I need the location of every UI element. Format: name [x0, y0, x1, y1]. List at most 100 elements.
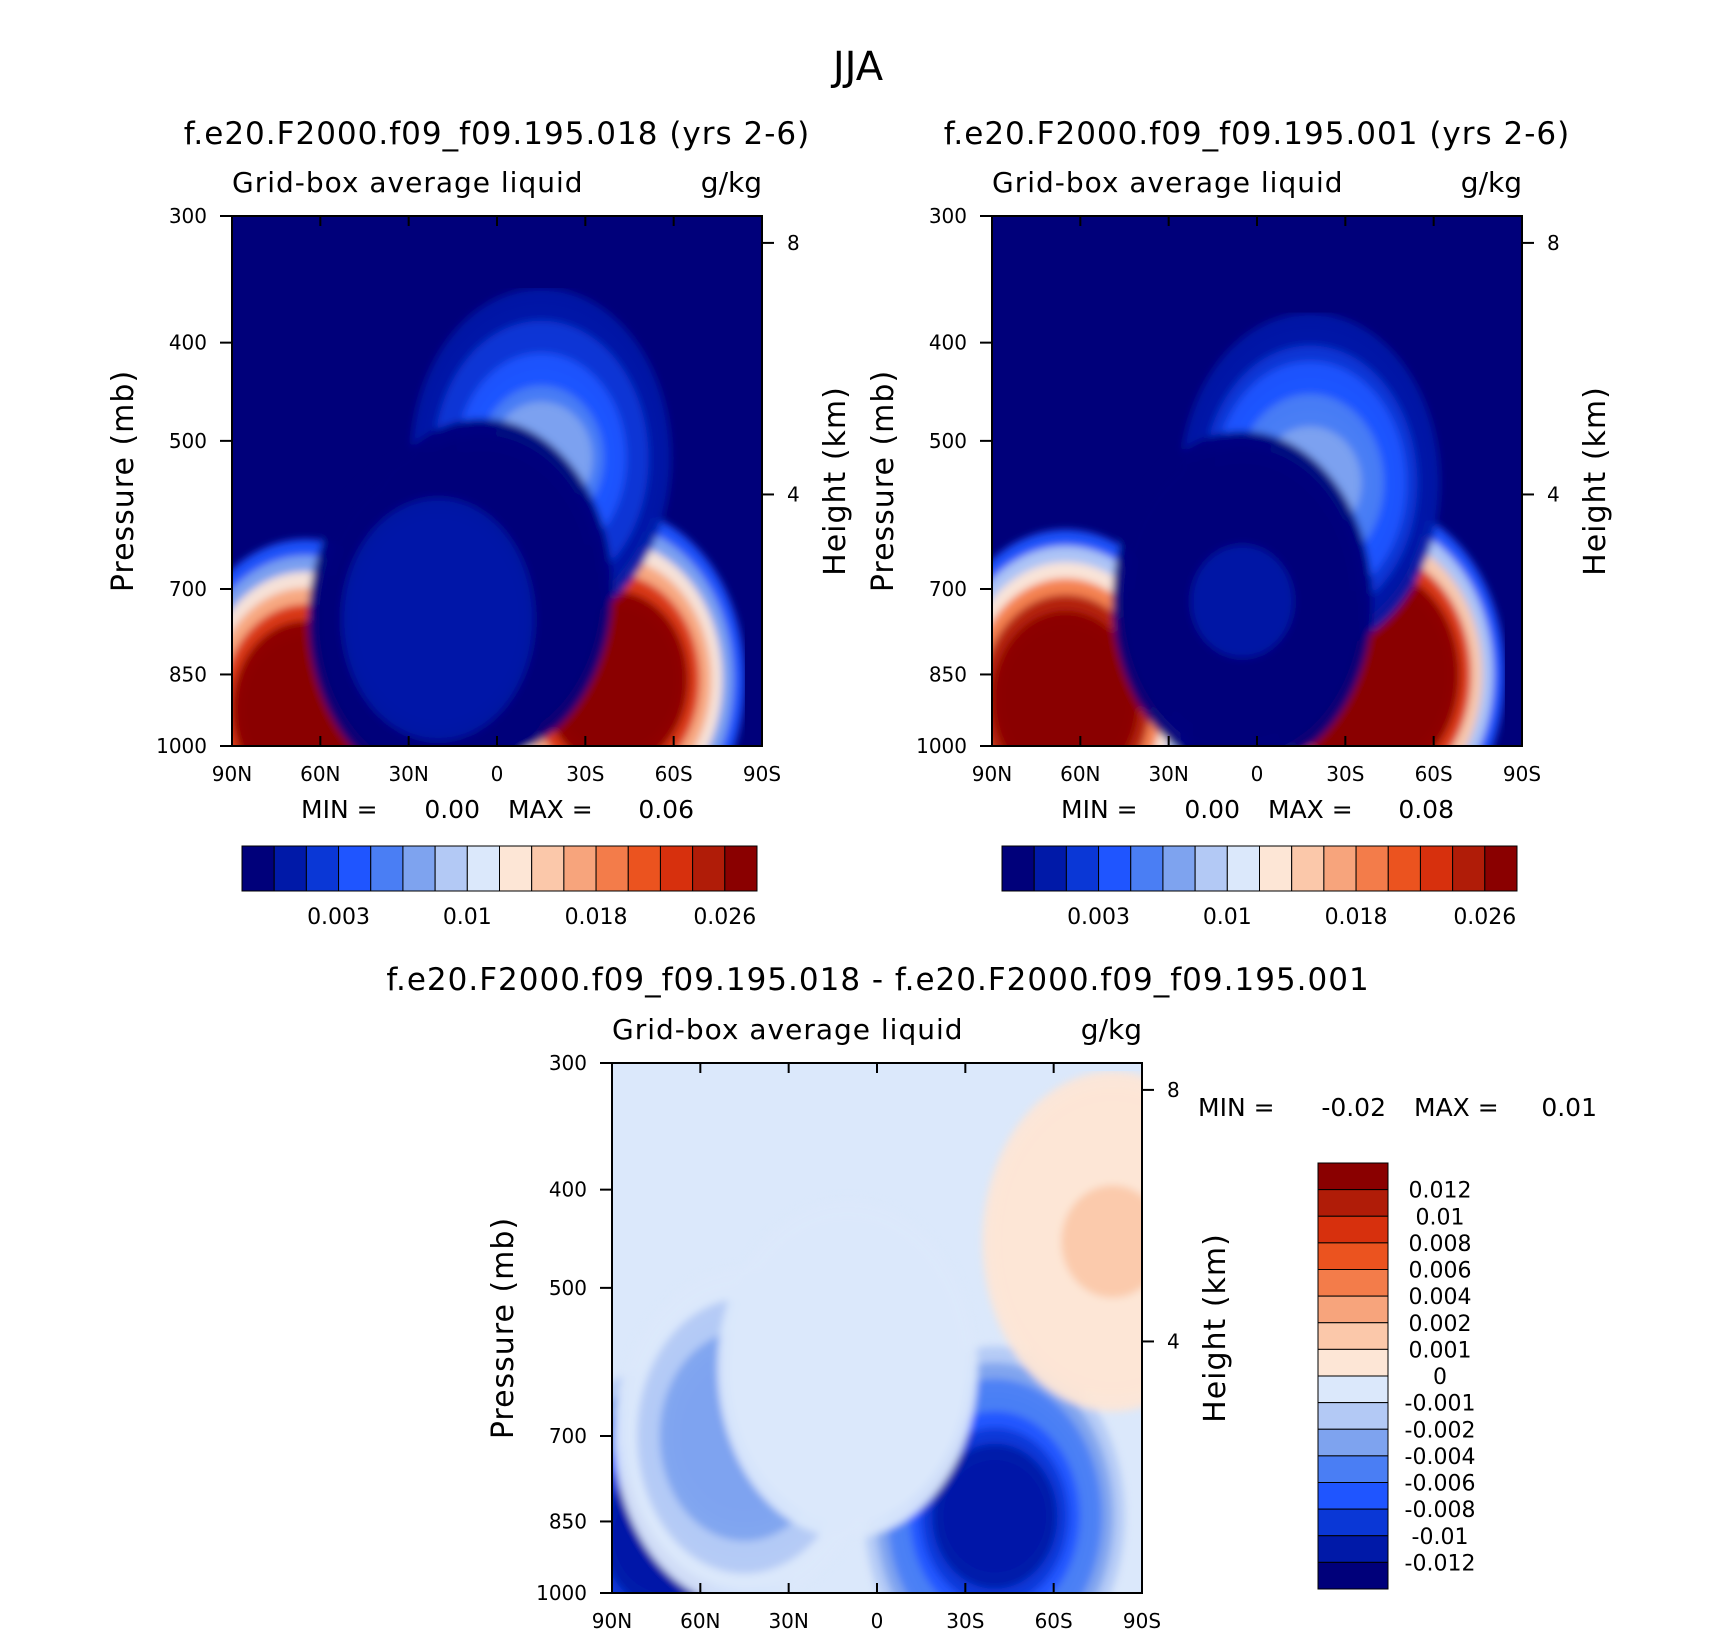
panel-3-max-value: 0.01 — [1541, 1093, 1597, 1122]
panel-2-colorbar-swatch — [1226, 845, 1260, 892]
panel-1-x-tick-label: 90N — [212, 762, 252, 786]
panel-2-subtitle-right: g/kg — [1461, 166, 1522, 199]
figure-title: JJA — [830, 44, 884, 90]
panel-2-colorbar-label: 0.01 — [1203, 905, 1252, 930]
panel-3-min-value: -0.02 — [1321, 1093, 1386, 1122]
panel-3-ylabel-right: Height (km) — [1198, 1233, 1233, 1423]
panel-1-colorbar-swatch — [466, 845, 500, 892]
panel-2-colorbar-swatch — [1001, 845, 1035, 892]
panel-3-y-tick-label: 400 — [549, 1178, 587, 1202]
panel-3-x-tick-label: 90S — [1123, 1609, 1161, 1633]
panel-3-colorbar-label: 0.002 — [1409, 1312, 1472, 1337]
panel-2-feature-3-ring-1 — [1191, 545, 1294, 658]
panel-2-colorbar-swatch — [1162, 845, 1196, 892]
panel-1-colorbar-swatch — [241, 845, 275, 892]
panel-2-y-right-tick-label: 4 — [1547, 482, 1560, 506]
panel-3-y-tick-label: 300 — [549, 1051, 587, 1075]
panel-2-colorbar: 0.003 0.01 0.018 0.026 — [1001, 845, 1518, 930]
panel-2-x-tick-label: 90S — [1503, 762, 1541, 786]
panel-3-subtitle-right: g/kg — [1081, 1013, 1142, 1046]
panel-1-y-right-tick-label: 4 — [787, 482, 800, 506]
panel-1-colorbar-swatch — [273, 845, 307, 892]
panel-2-title: f.e20.F2000.f09_f09.195.001 (yrs 2-6) — [944, 116, 1571, 152]
panel-3-x-tick-label: 90N — [592, 1609, 632, 1633]
panel-1-title: f.e20.F2000.f09_f09.195.018 (yrs 2-6) — [184, 116, 811, 152]
panel-3-colorbar-swatch — [1317, 1482, 1389, 1510]
panel-1-colorbar-swatch — [692, 845, 726, 892]
panel-2: f.e20.F2000.f09_f09.195.001 (yrs 2-6) Gr… — [866, 116, 1613, 824]
panel-2-colorbar-swatch — [1387, 845, 1421, 892]
panel-3-colorbar: 0.0120.010.0080.0060.0040.0020.0010-0.00… — [1317, 1162, 1476, 1590]
panel-3-feature-3-ring-1 — [796, 1311, 899, 1425]
panel-1-min-value: 0.00 — [424, 795, 480, 824]
panel-3-y-right-tick-label: 8 — [1167, 1078, 1180, 1102]
panel-1-y-tick-label: 500 — [169, 429, 207, 453]
panel-1-colorbar-swatch — [434, 845, 468, 892]
panel-3-colorbar-label: -0.01 — [1412, 1525, 1469, 1550]
panel-1-feature-4-ring-1 — [386, 563, 490, 676]
panel-2-y-right-tick-label: 8 — [1547, 231, 1560, 255]
panel-2-ylabel-right: Height (km) — [1578, 386, 1613, 576]
panel-3-y-tick-label: 500 — [549, 1276, 587, 1300]
panel-3-y-tick-label: 700 — [549, 1424, 587, 1448]
panel-3-colorbar-label: 0.001 — [1409, 1338, 1472, 1363]
panel-2-y-tick-label: 400 — [929, 331, 967, 355]
panel-2-colorbar-swatch — [1323, 845, 1357, 892]
panel-3-max-label: MAX = — [1414, 1093, 1499, 1122]
panel-1-min-label: MIN = — [301, 795, 378, 824]
panel-1-y-tick-label: 850 — [169, 662, 207, 686]
panel-1-colorbar-swatch — [338, 845, 372, 892]
panel-3-x-tick-label: 60N — [680, 1609, 720, 1633]
panel-3-colorbar-label: -0.008 — [1405, 1498, 1476, 1523]
panel-3-colorbar-swatch — [1317, 1428, 1389, 1457]
panel-2-y-tick-label: 850 — [929, 662, 967, 686]
panel-3-colorbar-label: 0.01 — [1416, 1205, 1465, 1230]
panel-2-x-tick-label: 30S — [1326, 762, 1364, 786]
panel-3-colorbar-label: -0.006 — [1405, 1472, 1476, 1497]
panel-3-colorbar-label: 0.004 — [1409, 1285, 1472, 1310]
panel-2-x-tick-label: 60N — [1060, 762, 1100, 786]
panel-2-colorbar-swatch — [1259, 845, 1293, 892]
panel-3-feature-4-ring-1 — [1061, 1185, 1142, 1298]
panel-2-colorbar-swatch — [1194, 845, 1228, 892]
panel-2-colorbar-swatch — [1355, 845, 1389, 892]
panel-1-y-right-tick-label: 8 — [787, 231, 800, 255]
panel-3-plot-area — [612, 1063, 1142, 1593]
panel-1-plot-area — [232, 216, 762, 746]
panel-2-min-label: MIN = — [1061, 795, 1138, 824]
panel-3-colorbar-swatch — [1317, 1455, 1389, 1483]
panel-3-colorbar-label: -0.004 — [1405, 1445, 1476, 1470]
panel-1-colorbar-swatch — [402, 845, 436, 892]
panel-2-y-tick-label: 300 — [929, 204, 967, 228]
panel-2-max-label: MAX = — [1268, 795, 1353, 824]
panel-1-x-tick-label: 90S — [743, 762, 781, 786]
panel-1: f.e20.F2000.f09_f09.195.018 (yrs 2-6) Gr… — [106, 116, 853, 824]
panel-3-colorbar-swatch — [1317, 1269, 1389, 1297]
panel-3-colorbar-swatch — [1317, 1561, 1389, 1590]
panel-2-ylabel: Pressure (mb) — [866, 370, 901, 592]
panel-1-y-tick-label: 700 — [169, 577, 207, 601]
panel-3-min-label: MIN = — [1198, 1093, 1275, 1122]
chart-marks: 90N 60N 30N 0 30S 60S 90S300400500700850100084… — [156, 204, 1560, 1633]
panel-2-y-tick-label: 1000 — [916, 734, 967, 758]
panel-1-colorbar-label: 0.01 — [443, 905, 492, 930]
panel-3-y-tick-label: 1000 — [536, 1581, 587, 1605]
panel-1-colorbar-label: 0.003 — [307, 905, 370, 930]
panel-3-colorbar-label: 0.008 — [1409, 1232, 1472, 1257]
panel-1-colorbar-swatch — [659, 845, 694, 892]
panel-3-colorbar-swatch — [1317, 1508, 1389, 1537]
panel-2-colorbar-swatch — [1065, 845, 1100, 892]
panel-3-colorbar-swatch — [1317, 1242, 1389, 1270]
panel-2-x-tick-label: 90N — [972, 762, 1012, 786]
panel-3-colorbar-label: -0.002 — [1405, 1418, 1476, 1443]
panel-1-subtitle-right: g/kg — [701, 166, 762, 199]
panel-2-colorbar-swatch — [1419, 845, 1454, 892]
panel-2-x-tick-label: 60S — [1415, 762, 1453, 786]
panel-3-colorbar-label: 0.006 — [1409, 1259, 1472, 1284]
panel-3-colorbar-swatch — [1317, 1162, 1389, 1191]
panel-3-subtitle-left: Grid-box average liquid — [612, 1013, 964, 1046]
panel-1-x-tick-label: 30S — [566, 762, 604, 786]
panel-2-y-tick-label: 700 — [929, 577, 967, 601]
panel-3-colorbar-swatch — [1317, 1402, 1389, 1430]
panel-3-colorbar-swatch — [1317, 1215, 1389, 1244]
